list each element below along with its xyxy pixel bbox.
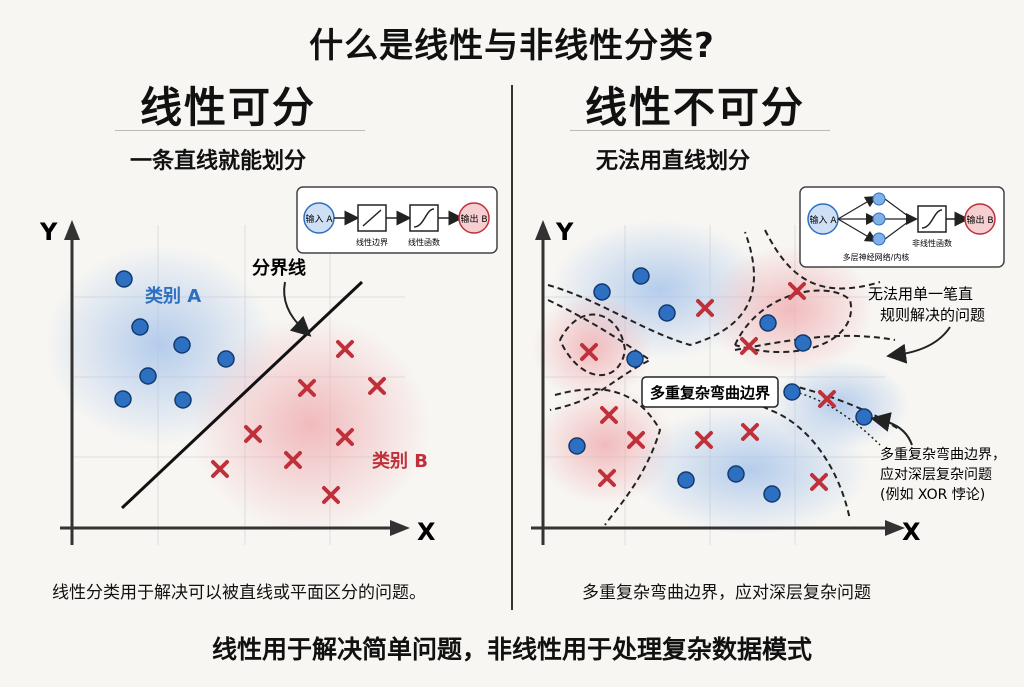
linear-boundary-label: 线性边界 [356, 237, 388, 247]
red-point [627, 431, 645, 449]
blue-point [632, 267, 650, 285]
class-a-point [173, 336, 191, 354]
left-heading-rule [115, 130, 365, 131]
blue-point [855, 408, 873, 426]
center-boundary-box [641, 376, 779, 408]
right-plot: Y X [531, 218, 1006, 546]
red-point [741, 423, 759, 441]
right-caption: 多重复杂弯曲边界，应对深层复杂问题 [582, 583, 871, 603]
class-b-point [298, 379, 316, 397]
right-x-label: X [902, 518, 921, 546]
red-point [740, 337, 758, 355]
blue-point [593, 283, 611, 301]
left-plot: Y X 分界线 类别 A 类别 B [39, 218, 436, 546]
note1-arrow-icon [886, 326, 951, 364]
left-subheading: 一条直线就能划分 [130, 149, 307, 174]
red-point [600, 406, 618, 424]
right-subheading: 无法用直线划分 [596, 149, 751, 174]
red-point [696, 299, 714, 317]
right-heading-rule [570, 130, 830, 131]
class-a-point [217, 350, 235, 368]
linear-output-label: 输出 B [460, 213, 487, 225]
class-b-point [368, 377, 386, 395]
left-caption: 线性分类用于解决可以被直线或平面区分的问题。 [52, 583, 426, 603]
class-a-point [174, 391, 192, 409]
right-y-arrow-icon [535, 220, 551, 240]
class-b-point [211, 460, 229, 478]
linear-function-label: 线性函数 [408, 237, 440, 247]
class-b-point [336, 340, 354, 358]
boundary-pointer-arrow-icon [283, 281, 312, 337]
class-b-point [336, 428, 354, 446]
red-point [818, 390, 836, 408]
left-x-label: X [417, 518, 436, 546]
hidden-layer-label: 多层神经网络/内核 [843, 252, 910, 262]
blue-point [759, 314, 777, 332]
note2-line3: (例如 XOR 悖论) [880, 487, 985, 503]
curved-boundaries [547, 229, 901, 526]
blue-point [727, 465, 745, 483]
class-a-point [115, 270, 133, 288]
hidden-node [872, 232, 886, 246]
nonlinear-input-label: 输入 A [809, 214, 837, 226]
right-x-arrow-icon [885, 520, 905, 536]
note1-line1: 无法用单一笔直 [868, 285, 973, 303]
right-heading: 线性不可分 [585, 83, 806, 132]
blue-point [763, 485, 781, 503]
hidden-node [872, 192, 886, 206]
linear-output-node [458, 202, 490, 234]
linear-model-diagram: 输入 A 线性边界 线性函数 输出 B [296, 186, 498, 254]
sigmoid-icon [413, 208, 435, 228]
panel-divider [511, 85, 513, 610]
blue-point [677, 471, 695, 489]
left-y-label: Y [39, 218, 58, 246]
nonlinear-function-label: 非线性函数 [912, 238, 952, 248]
class-b-label: 类别 B [372, 450, 428, 472]
right-y-label: Y [555, 218, 574, 246]
boundary-label: 分界线 [252, 257, 306, 279]
left-heading: 线性可分 [140, 83, 317, 132]
note2-line1: 多重复杂弯曲边界， [880, 446, 1006, 463]
linear-input-label: 输入 A [305, 213, 333, 225]
class-a-point [131, 318, 149, 336]
class-a-label: 类别 A [145, 285, 201, 307]
red-point [788, 282, 806, 300]
red-point [695, 431, 713, 449]
left-x-arrow-icon [390, 520, 410, 536]
note1-line2: 规则解决的问题 [880, 306, 985, 324]
nonlinear-model-diagram: 输入 A 多层神经网络/内核 非线性函数 输出 B [799, 186, 1005, 268]
class-b-region [190, 315, 430, 535]
page-title: 什么是线性与非线性分类? [309, 26, 715, 66]
red-point [580, 343, 598, 361]
class-a-point [114, 390, 132, 408]
class-a-points [114, 270, 235, 409]
nonlinear-output-label: 输出 B [966, 214, 993, 226]
left-y-arrow-icon [64, 220, 80, 240]
red-point [598, 469, 616, 487]
blue-point [783, 383, 801, 401]
red-point [810, 473, 828, 491]
blue-point [794, 334, 812, 352]
blue-region-right [770, 360, 910, 450]
nonlinear-sigmoid-icon [921, 209, 943, 229]
hidden-node [872, 212, 886, 226]
footer-summary: 线性用于解决简单问题，非线性用于处理复杂数据模式 [211, 635, 812, 664]
class-b-point [284, 451, 302, 469]
decision-boundary-line [120, 280, 364, 510]
class-b-point [244, 425, 262, 443]
nonlinear-output-node [964, 203, 996, 235]
class-a-point [139, 367, 157, 385]
blue-point [658, 304, 676, 322]
center-boundary-label: 多重复杂弯曲边界 [650, 384, 770, 402]
note2-arrow-icon [870, 412, 913, 446]
linear-line-icon [362, 209, 382, 227]
right-red-points [580, 282, 836, 491]
right-blue-points [568, 267, 873, 503]
class-b-point [322, 486, 340, 504]
class-b-points [211, 340, 386, 504]
blue-point [568, 437, 586, 455]
note2-line2: 应对深层复杂问题 [880, 466, 992, 483]
blue-point [626, 350, 644, 368]
